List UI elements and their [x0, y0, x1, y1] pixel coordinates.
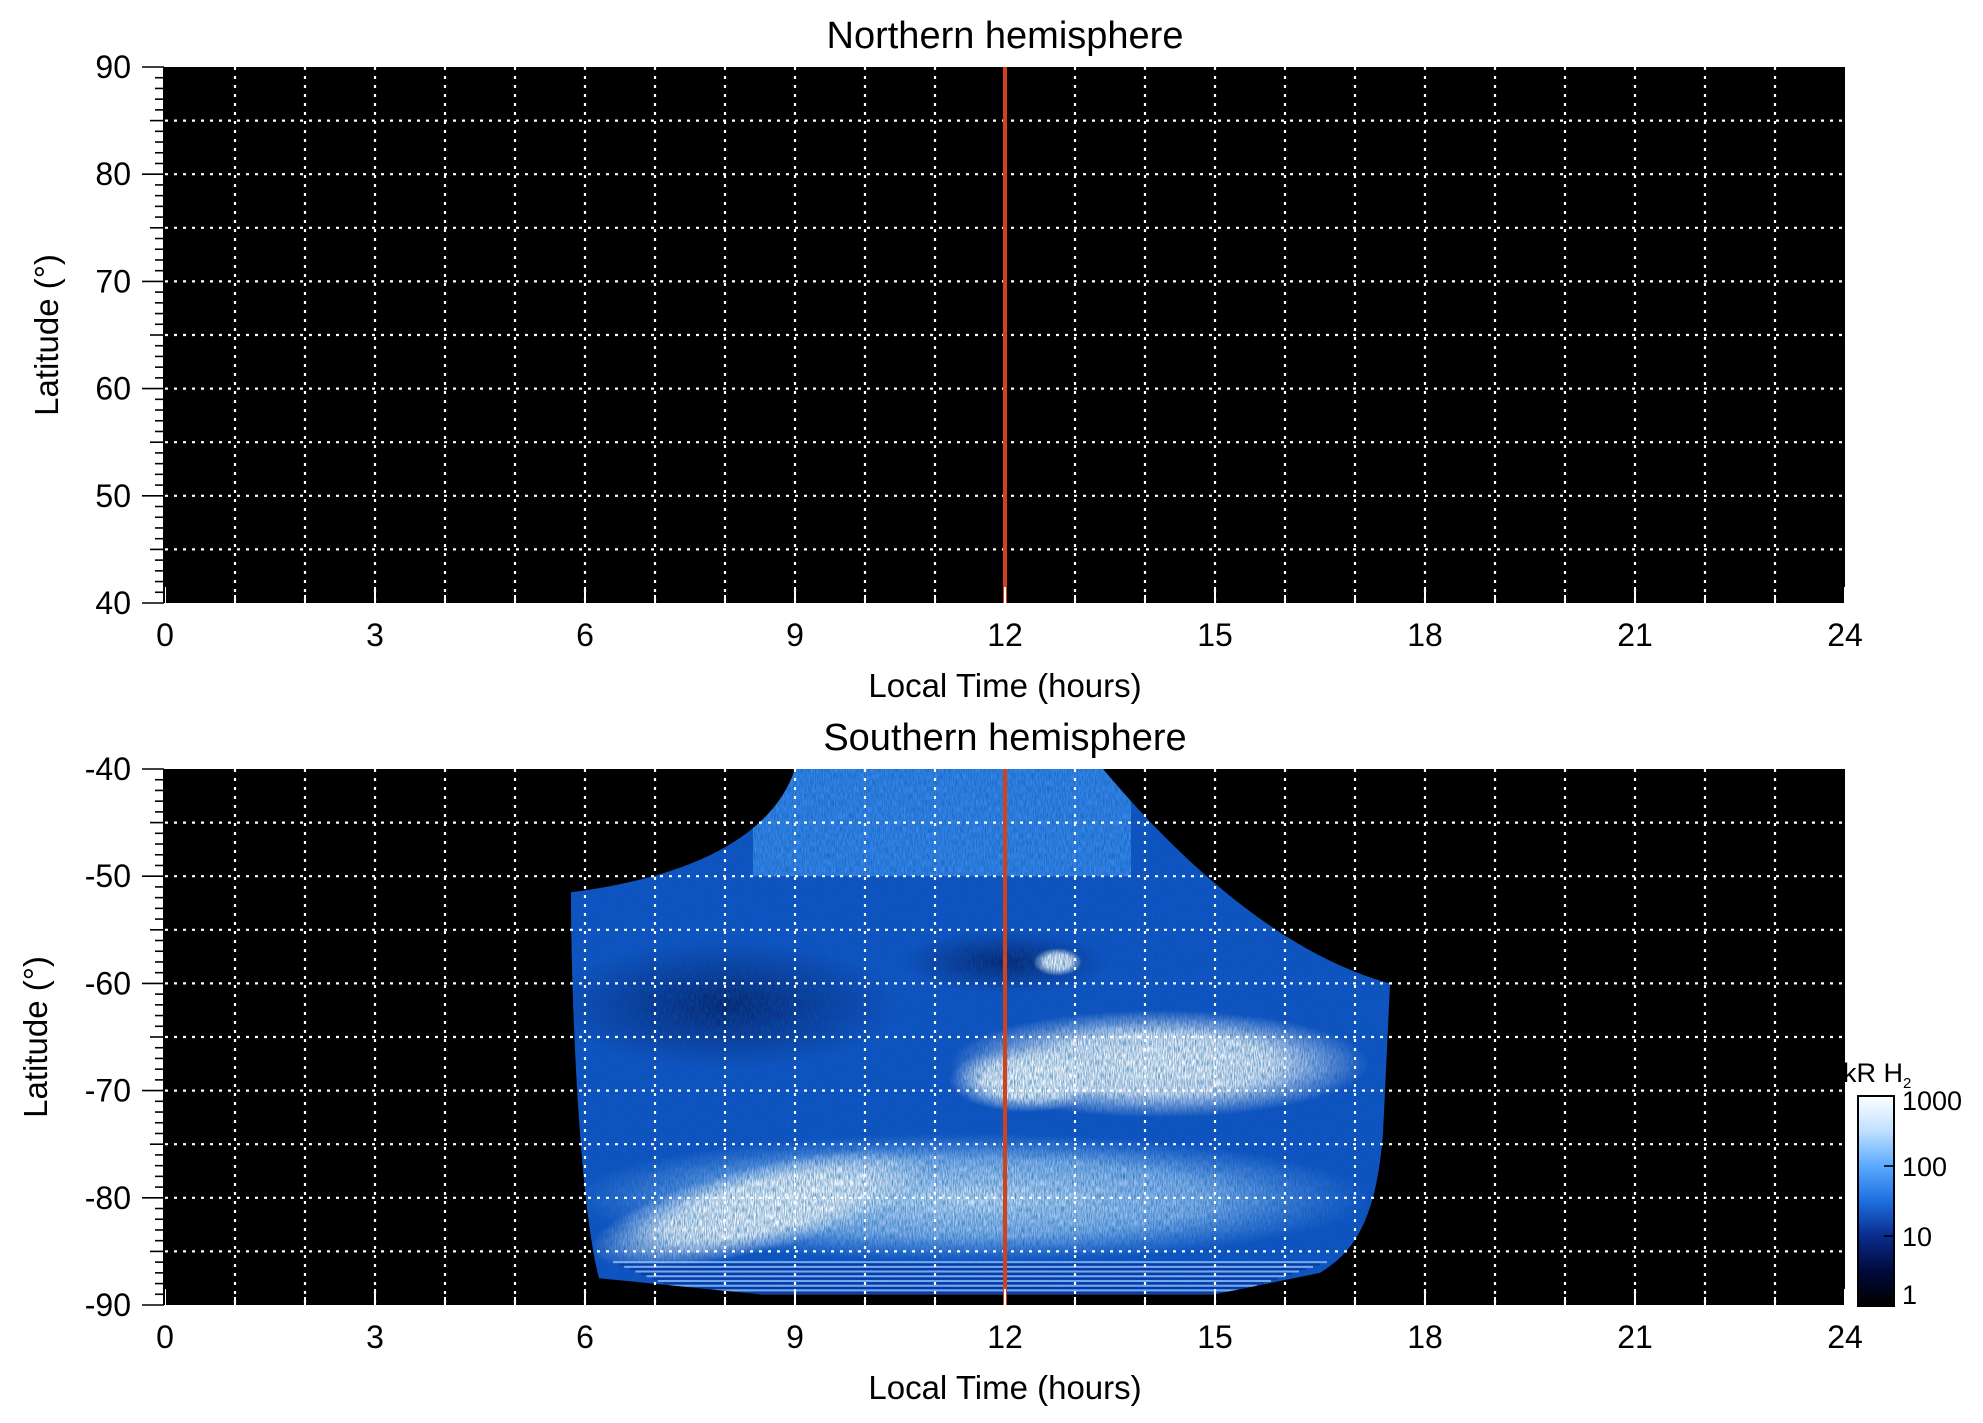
colorbar-tick-label: 1: [1902, 1280, 1917, 1310]
y-tick-label: 50: [95, 478, 131, 514]
north-panel: Northern hemisphere 0 3 6 9 12 15 18 21 24 40 50 6…: [28, 15, 1863, 704]
y-tick-label: 40: [95, 585, 131, 621]
y-tick-label: -80: [85, 1180, 131, 1216]
south-title: Southern hemisphere: [823, 717, 1186, 759]
north-y-axis: 40 50 60 70 80 90: [95, 49, 165, 621]
x-tick-label: 9: [786, 1319, 804, 1355]
x-tick-label: 9: [786, 617, 804, 653]
colorbar-tick-label: 1000: [1902, 1086, 1962, 1116]
south-x-label: Local Time (hours): [868, 1369, 1141, 1406]
x-tick-label: 3: [366, 1319, 384, 1355]
colorbar-label-sub: 2: [1903, 1075, 1911, 1092]
y-tick-label: 90: [95, 49, 131, 85]
x-tick-label: 0: [156, 617, 174, 653]
x-tick-label: 12: [987, 617, 1023, 653]
colorbar: kR H2 1 10 100 1000: [1843, 1058, 1962, 1310]
x-tick-label: 24: [1827, 1319, 1863, 1355]
x-tick-label: 6: [576, 617, 594, 653]
north-title: Northern hemisphere: [827, 15, 1184, 57]
y-tick-label: 70: [95, 263, 131, 299]
x-tick-label: 18: [1407, 617, 1443, 653]
x-tick-label: 3: [366, 617, 384, 653]
colorbar-gradient: [1857, 1095, 1895, 1307]
y-tick-label: -70: [85, 1073, 131, 1109]
x-tick-label: 24: [1827, 617, 1863, 653]
x-tick-label: 6: [576, 1319, 594, 1355]
colorbar-ticks: 1 10 100 1000: [1884, 1086, 1962, 1310]
x-tick-label: 15: [1197, 1319, 1233, 1355]
south-panel: Southern hemisphere 0 3 6 9 12 15 18 21 24 -90 -8…: [17, 717, 1863, 1406]
north-x-axis: 0 3 6 9 12 15 18 21 24: [156, 587, 1863, 653]
colorbar-label-main: kR H: [1843, 1058, 1903, 1088]
y-tick-label: 60: [95, 371, 131, 407]
colorbar-tick-label: 10: [1902, 1222, 1932, 1252]
y-tick-label: -90: [85, 1287, 131, 1323]
colorbar-label: kR H2: [1843, 1058, 1911, 1092]
x-tick-label: 21: [1617, 1319, 1653, 1355]
north-x-label: Local Time (hours): [868, 667, 1141, 704]
y-tick-label: -50: [85, 858, 131, 894]
y-tick-label: -40: [85, 751, 131, 787]
y-tick-label: -60: [85, 965, 131, 1001]
x-tick-label: 21: [1617, 617, 1653, 653]
x-tick-label: 12: [987, 1319, 1023, 1355]
x-tick-label: 18: [1407, 1319, 1443, 1355]
north-y-label: Latitude (°): [28, 254, 65, 416]
x-tick-label: 15: [1197, 617, 1233, 653]
colorbar-tick-label: 100: [1902, 1152, 1947, 1182]
south-y-label: Latitude (°): [17, 956, 54, 1118]
south-x-axis: 0 3 6 9 12 15 18 21 24: [156, 1289, 1863, 1355]
x-tick-label: 0: [156, 1319, 174, 1355]
south-y-axis: -90 -80 -70 -60 -50 -40: [85, 751, 165, 1323]
y-tick-label: 80: [95, 156, 131, 192]
